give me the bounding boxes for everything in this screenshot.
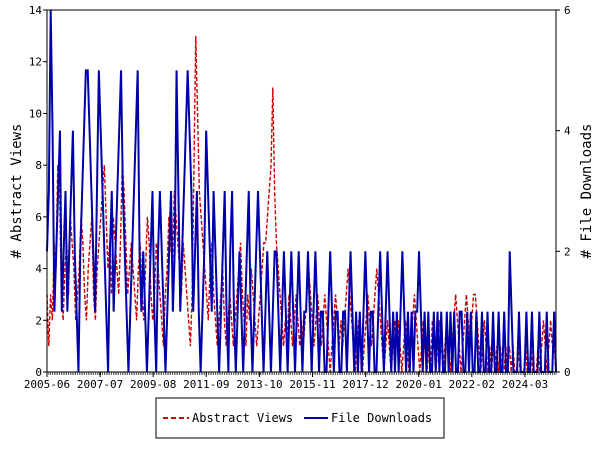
y-left-tick-label: 4 — [35, 263, 42, 276]
y-left-tick-label: 0 — [35, 366, 42, 379]
x-tick-label: 2024-03 — [502, 378, 548, 391]
y-left-tick-label: 10 — [29, 107, 42, 120]
y-left-tick-label: 6 — [35, 211, 42, 224]
y-axis-left-title: # Abstract Views — [9, 124, 25, 259]
legend: Abstract Views File Downloads — [155, 397, 445, 439]
y-left-tick-label: 8 — [35, 159, 42, 172]
x-tick-label: 2015-11 — [289, 378, 335, 391]
y-right-tick-label: 2 — [564, 245, 571, 258]
x-tick-label: 2020-01 — [396, 378, 442, 391]
series-line-file-downloads — [46, 9, 557, 373]
y-left-tick-label: 14 — [29, 4, 43, 17]
y-left-tick-label: 2 — [35, 314, 42, 327]
x-tick-label: 2011-09 — [183, 378, 229, 391]
legend-label-abstract-views: Abstract Views — [192, 411, 293, 425]
x-tick-label: 2009-08 — [130, 378, 176, 391]
x-tick-label: 2007-07 — [77, 378, 123, 391]
legend-box — [155, 397, 445, 439]
x-tick-label: 2013-10 — [236, 378, 282, 391]
legend-label-file-downloads: File Downloads — [331, 411, 432, 425]
x-tick-label: 2022-02 — [449, 378, 495, 391]
y-right-tick-label: 4 — [564, 125, 571, 138]
y-right-tick-label: 6 — [564, 4, 571, 17]
y-axis-right-title: # File Downloads — [579, 124, 595, 259]
x-tick-label: 2017-12 — [342, 378, 388, 391]
y-right-tick-label: 0 — [564, 366, 571, 379]
x-tick-label: 2005-06 — [24, 378, 70, 391]
y-left-tick-label: 12 — [29, 56, 42, 69]
